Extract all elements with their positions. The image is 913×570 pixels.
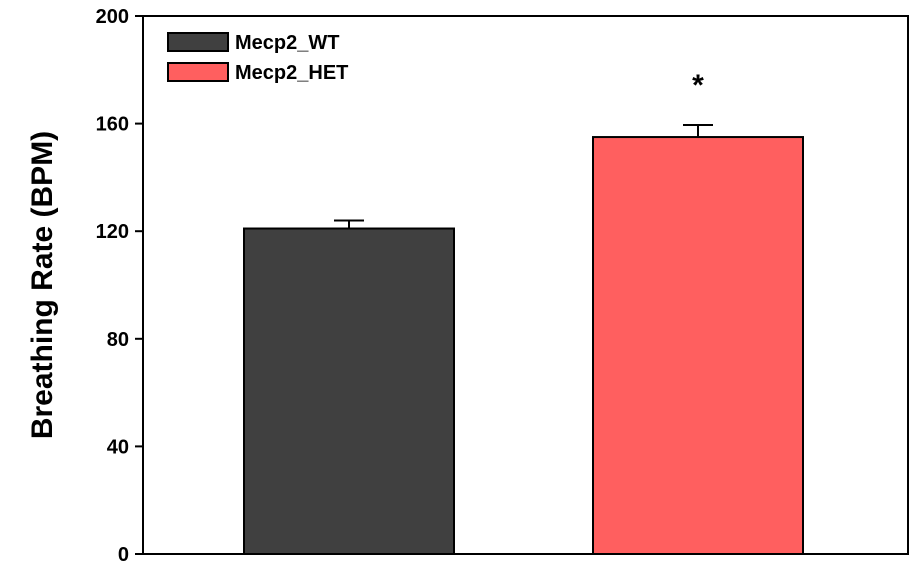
y-axis-label: Breathing Rate (BPM) (26, 131, 59, 439)
bar-mecp2-wt (243, 227, 455, 555)
significance-marker: * (692, 69, 704, 102)
legend: Mecp2_WT Mecp2_HET (167, 32, 348, 84)
legend-label: Mecp2_HET (235, 62, 348, 84)
bar-mecp2-het (592, 136, 804, 556)
legend-swatch (167, 62, 229, 82)
error-bars (334, 123, 713, 229)
plot-frame (142, 15, 909, 555)
y-tick-label: 0 (118, 544, 129, 565)
y-tick-label: 160 (96, 114, 129, 136)
legend-swatch (167, 32, 229, 52)
y-axis-ticks: 0 40 80 120 160 200 (96, 6, 143, 566)
legend-label: Mecp2_WT (235, 32, 339, 54)
y-tick-label: 200 (96, 6, 129, 28)
y-tick-label: 120 (96, 221, 129, 243)
y-tick-label: 80 (107, 329, 129, 351)
y-tick-label: 40 (107, 436, 129, 458)
bars (243, 136, 804, 556)
annotations: * (692, 69, 704, 102)
